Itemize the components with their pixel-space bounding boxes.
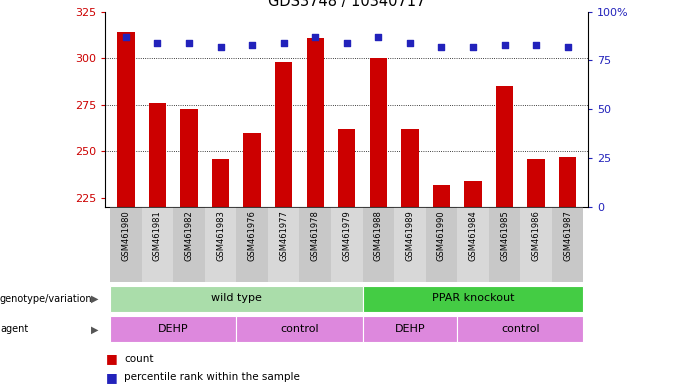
Text: GSM461982: GSM461982 [184,210,194,261]
Text: control: control [280,324,319,334]
Text: GSM461988: GSM461988 [374,210,383,261]
Bar [331,207,362,282]
Point [120,34,131,40]
Text: ▶: ▶ [91,293,99,304]
Text: count: count [124,354,154,364]
Point [278,40,289,46]
Bar [457,207,489,282]
Text: ■: ■ [105,371,117,384]
Bar [110,207,141,282]
Bar [275,62,292,207]
Bar [432,185,450,207]
Text: PPAR knockout: PPAR knockout [432,293,514,303]
Bar [149,103,166,207]
Bar [370,58,387,207]
Bar [496,86,513,207]
Text: GSM461986: GSM461986 [532,210,541,261]
Bar [489,207,520,282]
Text: percentile rank within the sample: percentile rank within the sample [124,372,301,382]
Bar [141,207,173,282]
Point [184,40,194,46]
Bar [299,207,331,282]
Text: agent: agent [0,324,29,334]
Point [530,42,541,48]
Bar [362,207,394,282]
Bar [237,316,362,342]
Bar [338,129,356,207]
Text: GSM461989: GSM461989 [405,210,414,261]
Text: GSM461990: GSM461990 [437,210,446,261]
Text: GSM461980: GSM461980 [122,210,131,261]
Bar [237,207,268,282]
Text: GSM461979: GSM461979 [342,210,352,261]
Bar [528,159,545,207]
Bar [362,286,583,311]
Bar [173,207,205,282]
Point [499,42,510,48]
Text: GSM461978: GSM461978 [311,210,320,261]
Point [436,44,447,50]
Bar [180,109,198,207]
Text: GSM461985: GSM461985 [500,210,509,261]
Bar [362,316,457,342]
Point [562,44,573,50]
Text: GSM461983: GSM461983 [216,210,225,261]
Text: GSM461987: GSM461987 [563,210,572,261]
Point [152,40,163,46]
Bar [457,316,583,342]
Text: DEHP: DEHP [394,324,425,334]
Bar [520,207,552,282]
Point [468,44,479,50]
Bar [552,207,583,282]
Point [247,42,258,48]
Point [215,44,226,50]
Text: DEHP: DEHP [158,324,188,334]
Text: ▶: ▶ [91,324,99,334]
Bar [110,286,362,311]
Bar [212,159,229,207]
Bar [559,157,577,207]
Bar [307,38,324,207]
Bar [464,181,481,207]
Text: ■: ■ [105,353,117,366]
Text: GSM461981: GSM461981 [153,210,162,261]
Bar [426,207,457,282]
Bar [243,133,261,207]
Bar [117,32,135,207]
Text: GSM461976: GSM461976 [248,210,256,261]
Bar [205,207,237,282]
Text: GSM461984: GSM461984 [469,210,477,261]
Bar [110,316,237,342]
Point [341,40,352,46]
Point [405,40,415,46]
Text: wild type: wild type [211,293,262,303]
Text: control: control [501,324,540,334]
Text: GSM461977: GSM461977 [279,210,288,261]
Bar [268,207,299,282]
Title: GDS3748 / 10340717: GDS3748 / 10340717 [268,0,426,9]
Bar [394,207,426,282]
Point [373,34,384,40]
Point [310,34,321,40]
Bar [401,129,419,207]
Text: genotype/variation: genotype/variation [0,293,92,304]
